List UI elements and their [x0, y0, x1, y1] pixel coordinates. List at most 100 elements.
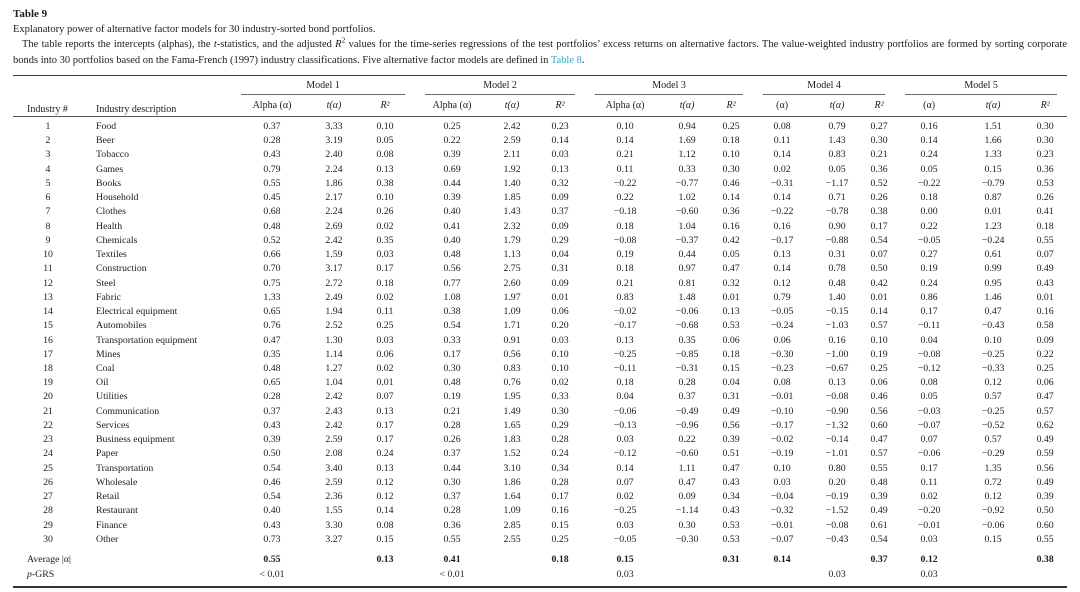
- cell-value: −0.02: [613, 306, 637, 318]
- cell-value: −0.18: [613, 206, 637, 218]
- cell-value: 0.02: [773, 163, 791, 175]
- cell-value: −0.20: [917, 505, 941, 517]
- footer-cell-value: 0.03: [920, 569, 938, 581]
- cell-value: 0.25: [722, 121, 740, 132]
- industry-description: Clothes: [96, 206, 126, 218]
- cell-value: 0.24: [920, 277, 938, 289]
- cell-value: 1.04: [678, 220, 696, 232]
- industry-number: 25: [43, 462, 53, 474]
- cell-value: 0.16: [551, 505, 569, 517]
- table-8-link[interactable]: Table 8: [550, 54, 582, 66]
- col-header-alpha-m1: Alpha (α): [231, 96, 313, 117]
- footer-cell-value: [863, 567, 895, 587]
- cell-value: −0.08: [825, 519, 849, 531]
- col-header-r2-m5: R²: [1023, 96, 1068, 117]
- industry-description: Utilities: [96, 391, 128, 403]
- industry-number: 3: [45, 149, 51, 161]
- cell-value: 1.66: [984, 135, 1002, 147]
- cell-value: 0.33: [443, 334, 461, 346]
- cell-value: 0.31: [722, 391, 740, 403]
- cell-value: 0.48: [263, 362, 281, 374]
- cell-value: −0.07: [770, 533, 794, 545]
- industry-number: 6: [45, 192, 51, 204]
- industry-description: Transportation: [96, 462, 154, 474]
- cell-value: −0.92: [981, 505, 1005, 517]
- cell-value: 0.50: [263, 448, 281, 460]
- cell-value: 0.02: [551, 377, 569, 389]
- cell-value: 0.03: [551, 334, 569, 346]
- cell-value: 1.55: [325, 505, 343, 517]
- cell-value: 0.12: [984, 491, 1002, 503]
- cell-value: 3.17: [325, 263, 343, 275]
- industry-number: 9: [45, 234, 51, 246]
- cell-value: −0.30: [770, 348, 794, 360]
- cell-value: 2.36: [325, 491, 343, 503]
- table-row: 12 Steel 0.75 2.72 0.18 0.77 2.60 0.09 0.21 0.81 0…: [13, 277, 1067, 291]
- cell-value: 0.02: [376, 220, 394, 232]
- industry-number: 21: [43, 405, 53, 417]
- cell-value: 0.08: [376, 519, 394, 531]
- cell-value: 2.42: [503, 121, 521, 132]
- cell-value: 0.47: [678, 476, 696, 488]
- table-row: 25 Transportation 0.54 3.40 0.13 0.44 3.10 0.34…: [13, 462, 1067, 476]
- cell-value: 0.28: [551, 434, 569, 446]
- cell-value: 0.04: [551, 249, 569, 261]
- cell-value: 1.86: [325, 177, 343, 189]
- table-row: 15 Automobiles 0.76 2.52 0.25 0.54 1.71 0.20 −0.…: [13, 319, 1067, 333]
- industry-description: Fabric: [96, 291, 122, 303]
- cell-value: 0.25: [551, 533, 569, 545]
- cell-value: 0.56: [1036, 462, 1054, 474]
- cell-value: 0.22: [443, 135, 461, 147]
- cell-value: 0.30: [678, 519, 696, 531]
- cell-value: 0.13: [773, 249, 791, 261]
- cell-value: 0.78: [828, 263, 846, 275]
- cell-value: 0.55: [443, 533, 461, 545]
- cell-value: 1.40: [828, 291, 846, 303]
- industry-description: Food: [96, 121, 117, 132]
- table-row: 10 Textiles 0.66 1.59 0.03 0.48 1.13 0.04 0.19 0.…: [13, 248, 1067, 262]
- cell-value: 0.47: [1036, 391, 1054, 403]
- cell-value: −0.25: [981, 348, 1005, 360]
- cell-value: 0.60: [1036, 519, 1054, 531]
- cell-value: 0.36: [1036, 163, 1054, 175]
- cell-value: 0.14: [551, 135, 569, 147]
- cell-value: 0.70: [263, 263, 281, 275]
- cell-value: 0.57: [870, 320, 888, 332]
- footer-cell-value: [1023, 567, 1067, 587]
- industry-number: 4: [45, 163, 51, 175]
- cell-value: 0.30: [443, 362, 461, 374]
- cell-value: 0.71: [828, 192, 846, 204]
- cell-value: 1.23: [984, 220, 1002, 232]
- table-row: 7 Clothes 0.68 2.24 0.26 0.40 1.43 0.37 −0.18 −0.…: [13, 205, 1067, 219]
- sub-header-row: Alpha (α) t(α) R² Alpha (α) t(α) R² Alph…: [13, 96, 1068, 117]
- cell-value: 2.60: [503, 277, 521, 289]
- table-row: 4 Games 0.79 2.24 0.13 0.69 1.92 0.13 0.11 0.33 0.…: [13, 163, 1067, 177]
- cell-value: 0.17: [920, 306, 938, 318]
- table-row: 28 Restaurant 0.40 1.55 0.14 0.28 1.09 0.16 −0.2…: [13, 504, 1067, 518]
- cell-value: 0.08: [773, 121, 791, 132]
- cell-value: 0.43: [263, 419, 281, 431]
- industry-description: Household: [96, 192, 139, 204]
- cell-value: 0.90: [828, 220, 846, 232]
- cell-value: 0.07: [376, 391, 394, 403]
- industry-number: 5: [45, 177, 51, 189]
- footer-cell-value: 0.41: [443, 554, 461, 566]
- col-header-r2-m3: R²: [709, 96, 754, 117]
- industry-number: 2: [45, 135, 51, 147]
- cell-value: 0.43: [1036, 277, 1054, 289]
- cell-value: −0.68: [675, 320, 699, 332]
- industry-description: Restaurant: [96, 505, 138, 517]
- cell-value: 0.16: [828, 334, 846, 346]
- footer-cell-value: 0.12: [920, 554, 938, 566]
- cell-value: 1.86: [503, 476, 521, 488]
- cell-value: 0.39: [443, 192, 461, 204]
- cell-value: 0.20: [828, 476, 846, 488]
- cell-value: 0.03: [920, 533, 938, 545]
- cell-value: 0.20: [551, 320, 569, 332]
- table-row: 23 Business equipment 0.39 2.59 0.17 0.26 1.83…: [13, 433, 1067, 447]
- cell-value: 0.44: [443, 462, 461, 474]
- cell-value: 0.07: [1036, 249, 1054, 261]
- cell-value: −0.11: [613, 362, 637, 374]
- cell-value: −0.11: [917, 320, 941, 332]
- cell-value: −0.19: [770, 448, 794, 460]
